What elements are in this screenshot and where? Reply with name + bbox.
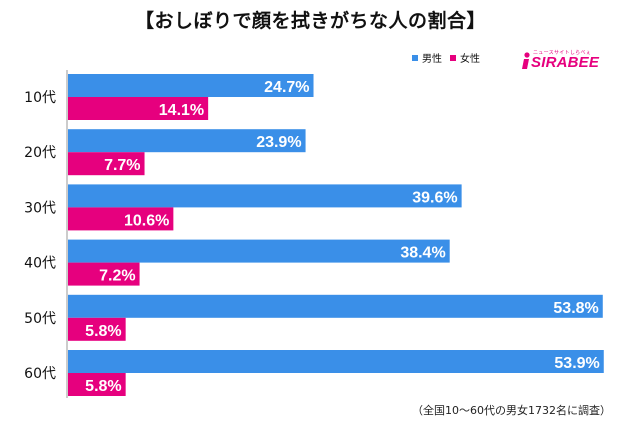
logo-brand: SIRABEE bbox=[531, 54, 600, 71]
bar-value-label: 53.9% bbox=[554, 355, 599, 372]
bar-value-label: 14.1% bbox=[159, 102, 204, 119]
legend-swatch-female bbox=[450, 54, 456, 61]
bar-male bbox=[68, 294, 603, 318]
bar-female bbox=[68, 152, 145, 176]
category-label: 10代 bbox=[24, 90, 56, 106]
category-label: 20代 bbox=[24, 145, 56, 161]
legend-item-male: 男性 bbox=[412, 50, 442, 65]
category-label: 30代 bbox=[24, 200, 56, 216]
bar-value-label: 5.8% bbox=[85, 323, 121, 340]
bar-male bbox=[68, 129, 306, 153]
legend-label-male: 男性 bbox=[422, 54, 442, 65]
bar-value-label: 10.6% bbox=[124, 212, 169, 229]
category-label: 40代 bbox=[24, 256, 56, 272]
bar-male bbox=[68, 74, 314, 97]
bar-value-label: 53.8% bbox=[553, 300, 598, 317]
legend-swatch-male bbox=[412, 54, 418, 61]
bar-value-label: 5.8% bbox=[85, 378, 121, 395]
bar-male bbox=[68, 184, 462, 208]
bars-group: 10代 24.7% 14.1% 20代 23.9% 7.7% 30代 39.6% 10.6% 40… bbox=[24, 74, 604, 396]
category-label: 60代 bbox=[24, 366, 56, 382]
bar-value-label: 7.7% bbox=[104, 157, 140, 174]
bar-value-label: 7.2% bbox=[99, 268, 135, 285]
bar-female bbox=[68, 373, 126, 396]
bar-male bbox=[68, 350, 604, 373]
logo-mark-icon bbox=[522, 52, 530, 69]
footnote: （全国10〜60代の男女1732名に調査） bbox=[412, 404, 611, 417]
bar-value-label: 23.9% bbox=[256, 134, 301, 151]
bar-value-label: 39.6% bbox=[412, 189, 457, 206]
logo-tagline: ニュースサイトしらべぇ bbox=[533, 50, 592, 56]
bar-female bbox=[68, 317, 126, 341]
legend-item-female: 女性 bbox=[450, 50, 480, 65]
sirabee-logo: ニュースサイトしらべぇ SIRABEE bbox=[521, 49, 605, 73]
bar-female bbox=[68, 207, 174, 231]
legend: 男性 女性 bbox=[412, 50, 488, 65]
bar-female bbox=[68, 262, 140, 286]
legend-label-female: 女性 bbox=[460, 54, 480, 65]
category-label: 50代 bbox=[24, 311, 56, 327]
bar-value-label: 38.4% bbox=[400, 245, 445, 262]
bar-value-label: 24.7% bbox=[264, 79, 309, 96]
bar-male bbox=[68, 239, 450, 263]
chart-title: 【おしぼりで顔を拭きがちな人の割合】 bbox=[134, 10, 486, 32]
bar-female bbox=[68, 97, 209, 120]
